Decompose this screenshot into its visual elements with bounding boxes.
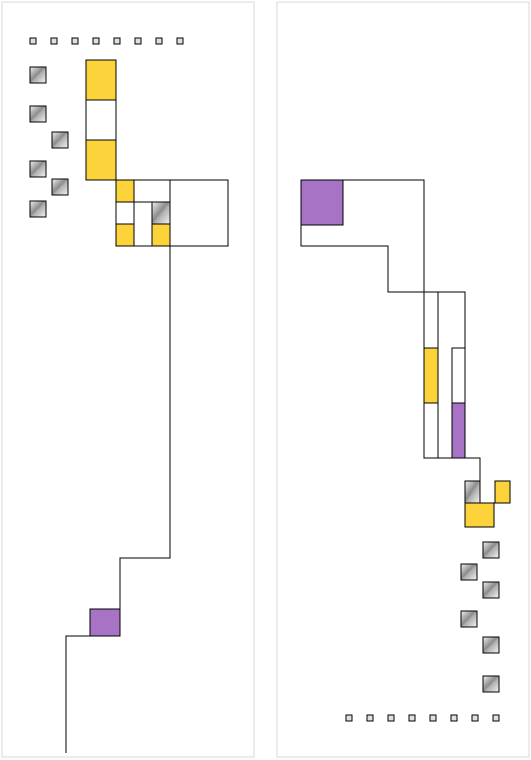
metal-tile-icon: [482, 581, 500, 599]
dot-marker-icon: [134, 37, 142, 45]
dot-marker-icon: [345, 714, 353, 722]
stack-cell-middle: [85, 99, 117, 141]
small-yellow: [494, 480, 511, 504]
dot-marker-icon: [366, 714, 374, 722]
column-purple: [451, 402, 466, 459]
frame-cell-yellow-1: [115, 179, 135, 203]
metal-tile-icon: [51, 178, 69, 196]
dot-marker-icon: [92, 37, 100, 45]
dot-marker-icon: [113, 37, 121, 45]
frame-cell-yellow-2: [115, 223, 135, 247]
metal-tile-icon: [29, 200, 47, 218]
dot-marker-icon: [408, 714, 416, 722]
frame-cell-yellow-3: [151, 223, 171, 247]
dot-marker-icon: [471, 714, 479, 722]
metal-tile-icon: [482, 636, 500, 654]
purple-header: [300, 179, 344, 226]
left-dot-row: [29, 37, 184, 45]
stack-cell-top: [85, 59, 117, 101]
right-panel: [276, 1, 530, 758]
dot-marker-icon: [176, 37, 184, 45]
stack-cell-bottom: [85, 139, 117, 181]
metal-tile-icon: [151, 201, 171, 225]
dot-marker-icon: [155, 37, 163, 45]
metal-tile-icon: [29, 105, 47, 123]
left-tail: [65, 635, 90, 753]
left-metal-tiles: [29, 66, 69, 218]
column-yellow: [423, 347, 439, 404]
left-connector: [119, 246, 171, 609]
dot-marker-icon: [29, 37, 37, 45]
dot-marker-icon: [50, 37, 58, 45]
purple-block: [89, 608, 121, 637]
frame-outer: [115, 179, 229, 247]
metal-tile-icon: [51, 131, 69, 149]
metal-tile-icon: [29, 66, 47, 84]
right-connector: [465, 457, 481, 481]
dot-marker-icon: [450, 714, 458, 722]
wide-yellow: [464, 502, 495, 528]
metal-tile-icon: [482, 541, 500, 559]
metal-tile-icon: [29, 160, 47, 178]
metal-tile-icon: [460, 563, 478, 581]
right-dot-row: [345, 714, 500, 722]
dot-marker-icon: [71, 37, 79, 45]
dot-marker-icon: [492, 714, 500, 722]
right-diagram: [300, 179, 511, 722]
dot-marker-icon: [429, 714, 437, 722]
left-panel: [1, 1, 255, 758]
right-metal-tiles: [460, 541, 500, 693]
metal-tile-icon: [460, 610, 478, 628]
metal-tile-icon: [464, 480, 481, 504]
dot-marker-icon: [387, 714, 395, 722]
left-diagram: [29, 37, 229, 753]
metal-tile-icon: [482, 675, 500, 693]
